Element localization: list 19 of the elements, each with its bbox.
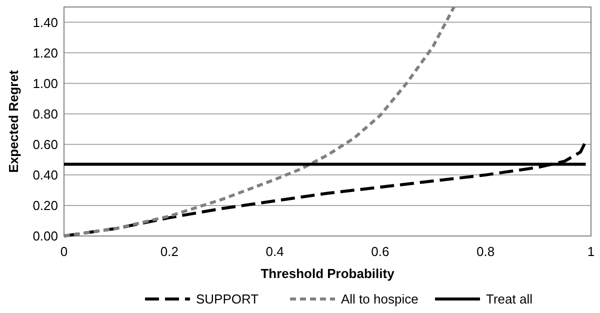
- legend-label: SUPPORT: [196, 292, 259, 307]
- y-tick-label: 1.40: [32, 14, 58, 30]
- y-tick-label: 0.40: [32, 167, 58, 182]
- y-tick-label: 1.00: [32, 76, 58, 91]
- y-tick-label: 0.60: [32, 136, 58, 152]
- legend-label: All to hospice: [341, 292, 418, 307]
- x-axis-title: Threshold Probability: [260, 266, 396, 281]
- x-tick-label: 0.4: [266, 244, 284, 259]
- x-tick-label: 0.2: [160, 244, 178, 259]
- x-tick-label: 0.8: [476, 244, 495, 259]
- y-tick-label: 0.20: [32, 198, 58, 214]
- y-tick-label: 0.00: [32, 228, 58, 244]
- x-tick-label: 0.6: [371, 244, 390, 259]
- y-axis-title: Expected Regret: [6, 70, 21, 173]
- y-tick-label: 1.20: [32, 45, 58, 60]
- x-tick-label: 1: [587, 244, 595, 259]
- x-tick-label: 0: [60, 244, 68, 259]
- y-tick-label: 0.80: [32, 106, 58, 122]
- legend-label: Treat all: [486, 292, 533, 307]
